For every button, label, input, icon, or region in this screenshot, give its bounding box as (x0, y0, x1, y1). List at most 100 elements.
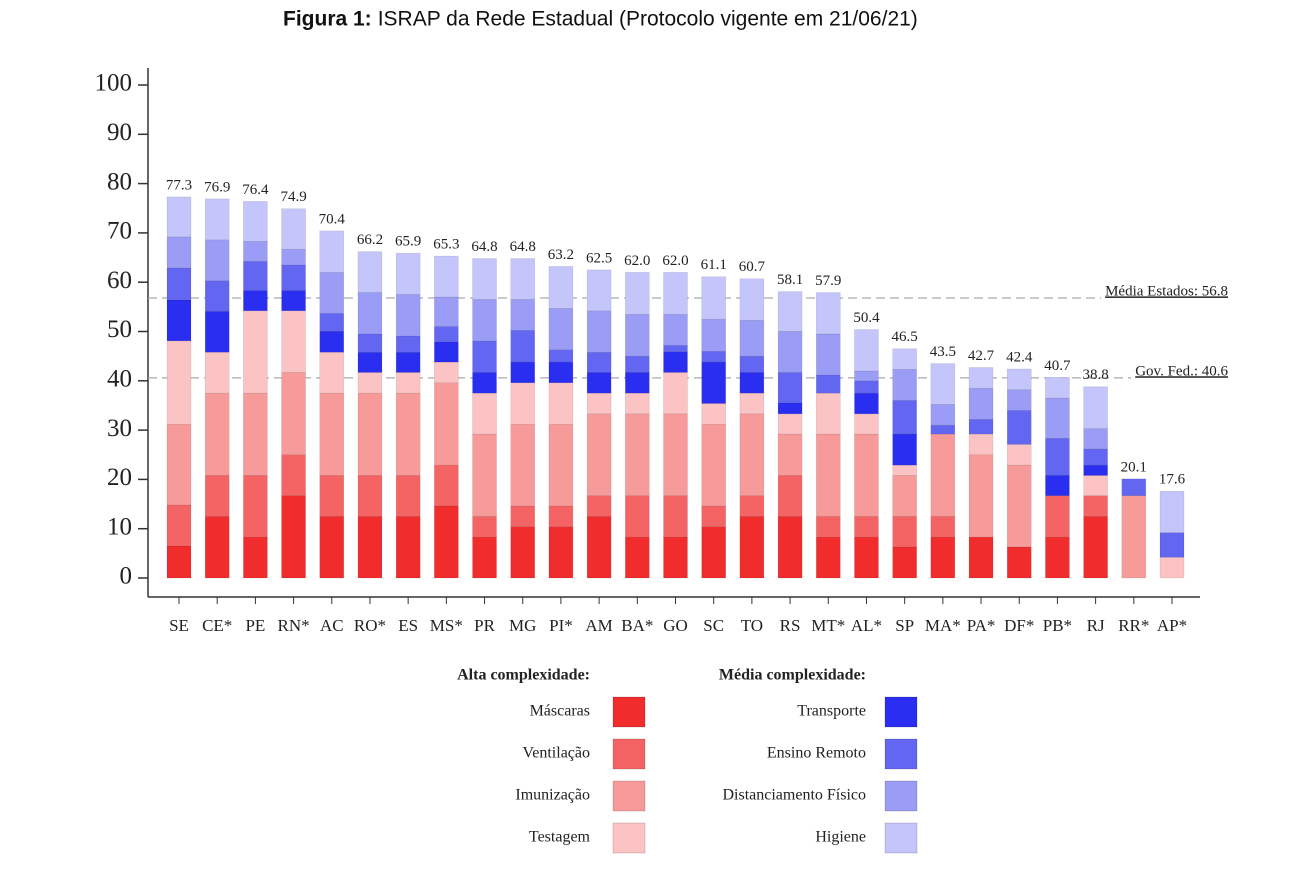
bar-segment (472, 299, 497, 342)
bar-segment (1045, 377, 1070, 399)
total-label: 17.6 (1159, 472, 1186, 488)
bar-segment (395, 372, 421, 394)
bar-segment (586, 413, 612, 496)
bar-segment (243, 536, 268, 579)
x-tick-label: SC (703, 616, 724, 635)
x-tick-label: SP (895, 616, 914, 635)
bar-segment (281, 264, 306, 291)
x-tick-label: PE (245, 616, 265, 635)
legend-label: Imunização (515, 787, 590, 804)
y-tick-label: 30 (107, 415, 132, 442)
bar-segment (586, 269, 612, 312)
bar-segment (243, 475, 268, 538)
bar-segment (739, 516, 765, 579)
legend-label: Distanciamento Físico (722, 787, 866, 804)
legend-label: Máscaras (530, 703, 590, 720)
bar-segment (548, 266, 574, 309)
bar-segment (434, 361, 459, 384)
total-label: 42.7 (968, 348, 995, 364)
total-label: 74.9 (280, 189, 306, 205)
bar-segment (777, 413, 803, 435)
x-tick-label: PB* (1043, 616, 1072, 635)
x-tick-label: BA* (621, 616, 653, 635)
bar-segment (777, 475, 803, 517)
bar-segment (663, 536, 688, 579)
bar-segment (319, 351, 345, 394)
total-label: 46.5 (892, 329, 918, 345)
x-tick-label: MT* (811, 616, 845, 635)
bar-segment (1083, 464, 1108, 476)
total-label: 76.9 (204, 179, 230, 195)
bar-segment (625, 495, 650, 538)
bar-segment (625, 272, 650, 315)
y-tick-label: 100 (95, 70, 133, 97)
x-tick-label: RS (780, 616, 801, 635)
total-label: 50.4 (853, 310, 880, 326)
total-label: 58.1 (777, 272, 803, 288)
bar-segment (548, 526, 574, 579)
total-label: 62.0 (624, 253, 650, 269)
legend-swatch (884, 822, 918, 854)
bar-segment (204, 198, 230, 241)
bar-segment (854, 392, 879, 415)
bar-segment (395, 335, 421, 353)
bar-segment (663, 313, 688, 346)
bar-segment (892, 400, 917, 435)
bar-segment (204, 392, 230, 476)
bar-segment (892, 369, 917, 401)
x-tick-label: CE* (202, 616, 232, 635)
bar-segment (204, 280, 230, 312)
bar-segment (395, 351, 421, 373)
bar-segment (968, 367, 994, 389)
bar-segment (739, 355, 765, 373)
bar-segment (854, 536, 879, 579)
y-tick-label: 70 (107, 218, 132, 245)
x-tick-label: AM (585, 616, 612, 635)
bar-segment (395, 475, 421, 517)
bar-segment (816, 536, 841, 579)
bar-segment (739, 495, 765, 517)
bar-segment (243, 310, 268, 394)
bar-segment (586, 516, 612, 579)
bar-segment (357, 292, 383, 335)
bar-segment (319, 272, 345, 314)
bar-segment (892, 348, 917, 370)
bar-segment (701, 318, 726, 352)
bar-segment (357, 516, 383, 579)
bar-segment (510, 423, 535, 507)
bar-segment (243, 201, 268, 242)
bar-segment (625, 413, 650, 496)
bar-segment (777, 372, 803, 404)
bar-segment (701, 505, 726, 527)
x-tick-label: RN* (278, 616, 310, 635)
x-tick-label: PA* (967, 616, 996, 635)
bar-segment (281, 454, 306, 496)
bar-segment (395, 392, 421, 476)
bar-segment (319, 392, 345, 476)
bar-segment (434, 296, 459, 327)
bar-segment (892, 516, 917, 548)
bar-segment (1045, 475, 1070, 496)
bar-segment (1083, 428, 1108, 450)
bar-segment (625, 372, 650, 394)
bar-segment (204, 351, 230, 394)
bar-segment (1006, 368, 1032, 390)
y-tick-label: 20 (107, 464, 132, 491)
bar-segment (1045, 495, 1070, 538)
total-label: 43.5 (930, 344, 956, 360)
bar-segment (204, 475, 230, 517)
x-tick-label: RR* (1118, 616, 1149, 635)
bar-segment (281, 310, 306, 373)
bar-segment (357, 251, 383, 293)
bar-segment (395, 294, 421, 337)
bar-segment (701, 350, 726, 363)
y-tick-label: 80 (107, 168, 132, 195)
bar-segment (434, 255, 459, 298)
bar-segment (319, 313, 345, 332)
bar-segment (434, 326, 459, 343)
bar-segment (663, 272, 688, 315)
bar-segment (816, 433, 841, 517)
bar-segment (1159, 557, 1185, 579)
legend-label: Transporte (797, 703, 866, 720)
bar-segment (586, 392, 612, 415)
